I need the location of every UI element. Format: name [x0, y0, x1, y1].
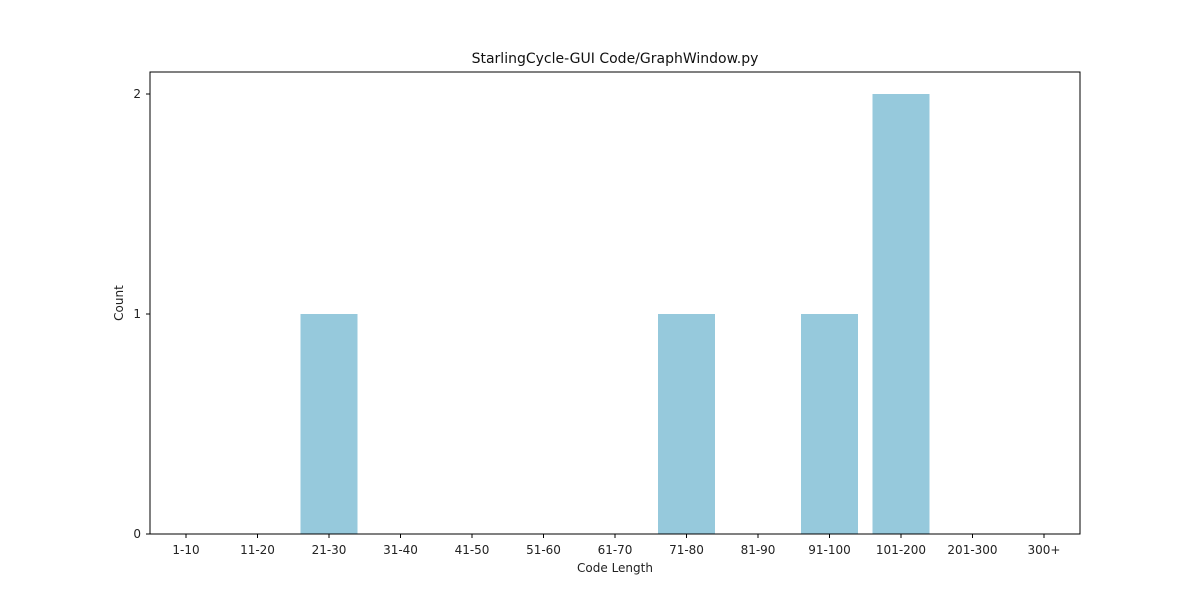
x-tick-label: 51-60 [526, 543, 561, 557]
bar-101-200 [872, 94, 930, 534]
chart-title: StarlingCycle-GUI Code/GraphWindow.py [472, 51, 759, 67]
x-tick-label: 91-100 [808, 543, 851, 557]
x-tick-label: 1-10 [172, 543, 199, 557]
x-axis-ticks: 1-10 11-20 21-30 31-40 41-50 51-60 61-70 71-80 8… [172, 534, 1060, 557]
y-axis-ticks: 0 1 2 [133, 87, 150, 541]
y-tick-label: 2 [133, 87, 141, 101]
bar-71-80 [658, 314, 715, 534]
x-tick-label: 81-90 [741, 543, 776, 557]
y-tick-label: 1 [133, 307, 141, 321]
x-tick-label: 11-20 [240, 543, 275, 557]
x-tick-label: 101-200 [876, 543, 926, 557]
x-tick-label: 300+ [1028, 543, 1061, 557]
x-tick-label: 61-70 [598, 543, 633, 557]
x-tick-label: 31-40 [383, 543, 418, 557]
x-axis-title: Code Length [577, 561, 653, 575]
bars-layer [300, 94, 930, 534]
x-tick-label: 71-80 [669, 543, 704, 557]
plot-area-frame [149, 71, 1081, 535]
bar-91-100 [801, 314, 858, 534]
bar-21-30 [300, 314, 358, 534]
x-tick-label: 21-30 [312, 543, 347, 557]
y-tick-label: 0 [133, 527, 141, 541]
x-tick-label: 41-50 [455, 543, 490, 557]
y-axis-title: Count [112, 285, 126, 321]
x-tick-label: 201-300 [947, 543, 997, 557]
